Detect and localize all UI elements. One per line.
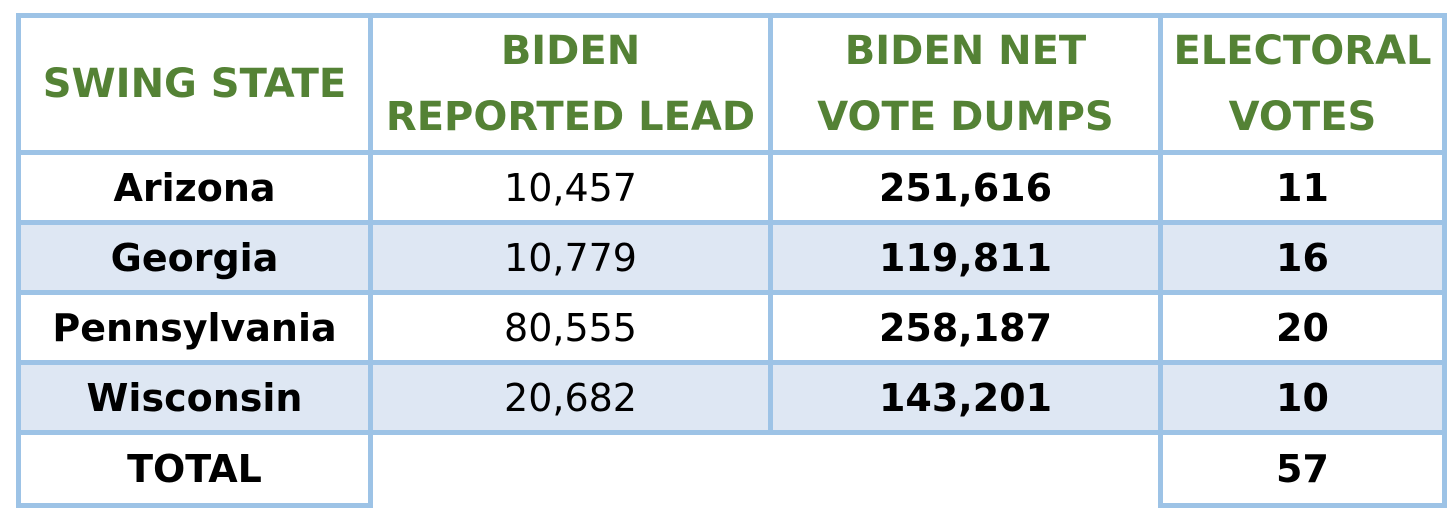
- reported-lead: 20,682: [368, 360, 773, 435]
- header-line: VOTES: [1228, 94, 1377, 140]
- header-cell: BIDEN NET VOTE DUMPS: [768, 13, 1163, 155]
- header-line: VOTE DUMPS: [817, 94, 1114, 140]
- electoral-votes: 10: [1158, 360, 1447, 435]
- state-name: Wisconsin: [16, 360, 373, 435]
- electoral-votes: 11: [1158, 150, 1447, 225]
- empty-cell: [370, 430, 1161, 506]
- net-vote-dumps: 258,187: [768, 290, 1163, 365]
- swing-state-table: SWING STATE BIDEN REPORTED LEAD BIDEN NET VO…: [16, 13, 1447, 508]
- reported-lead: 10,779: [368, 220, 773, 295]
- header-cell: SWING STATE: [16, 13, 373, 155]
- header-line: REPORTED LEAD: [385, 94, 756, 140]
- data-row: Pennsylvania 80,555 258,187 20: [16, 290, 1447, 365]
- state-name: Georgia: [16, 220, 373, 295]
- header-cell: ELECTORAL VOTES: [1158, 13, 1447, 155]
- net-vote-dumps: 143,201: [768, 360, 1163, 435]
- total-label: TOTAL: [16, 430, 373, 508]
- table-body: SWING STATE BIDEN REPORTED LEAD BIDEN NET VO…: [16, 13, 1447, 508]
- header-row: SWING STATE BIDEN REPORTED LEAD BIDEN NET VO…: [16, 13, 1447, 155]
- state-name: Pennsylvania: [16, 290, 373, 365]
- header-line: BIDEN: [500, 28, 641, 74]
- state-name: Arizona: [16, 150, 373, 225]
- data-row: Arizona 10,457 251,616 11: [16, 150, 1447, 225]
- header-line: BIDEN NET: [844, 28, 1087, 74]
- header-cell: BIDEN REPORTED LEAD: [368, 13, 773, 155]
- net-vote-dumps: 119,811: [768, 220, 1163, 295]
- electoral-votes: 20: [1158, 290, 1447, 365]
- reported-lead: 80,555: [368, 290, 773, 365]
- net-vote-dumps: 251,616: [768, 150, 1163, 225]
- electoral-votes: 16: [1158, 220, 1447, 295]
- total-row: TOTAL 57: [16, 430, 1447, 508]
- header-line: SWING STATE: [42, 61, 347, 107]
- reported-lead: 10,457: [368, 150, 773, 225]
- total-electoral-votes: 57: [1158, 430, 1447, 508]
- data-row: Wisconsin 20,682 143,201 10: [16, 360, 1447, 435]
- data-row: Georgia 10,779 119,811 16: [16, 220, 1447, 295]
- header-line: ELECTORAL: [1173, 28, 1432, 74]
